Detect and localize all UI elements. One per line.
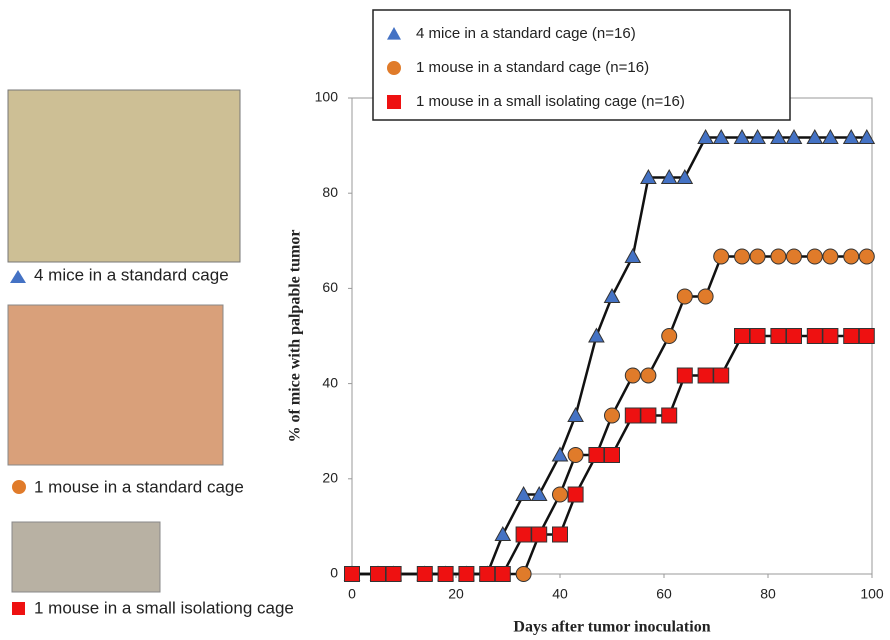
data-point [589, 448, 604, 463]
legend-label: 1 mouse in a standard cage (n=16) [416, 59, 649, 76]
data-point [844, 329, 859, 344]
data-point [480, 567, 495, 582]
data-point [459, 567, 474, 582]
x-tick-label: 80 [760, 586, 776, 602]
legend-marker [387, 95, 401, 109]
data-point [771, 249, 786, 264]
data-point [589, 329, 604, 343]
x-tick-label: 0 [348, 586, 356, 602]
x-tick-label: 20 [448, 586, 464, 602]
data-point [568, 487, 583, 502]
data-point [735, 329, 750, 344]
data-point [532, 527, 547, 542]
data-point [735, 249, 750, 264]
data-point [662, 329, 677, 344]
data-point [371, 567, 386, 582]
data-point [750, 329, 765, 344]
data-point [807, 329, 822, 344]
y-tick-label: 0 [330, 565, 338, 581]
data-point [625, 408, 640, 423]
y-tick-label: 80 [322, 184, 338, 200]
data-point [641, 408, 656, 423]
legend-label: 4 mice in a standard cage (n=16) [416, 25, 636, 42]
data-point [771, 329, 786, 344]
data-point [605, 448, 620, 463]
data-point [787, 329, 802, 344]
data-point [495, 527, 510, 541]
data-point [807, 249, 822, 264]
data-point [625, 249, 640, 263]
figure: 4 mice in a standard cage 1 mouse in a s… [0, 0, 890, 640]
caption-marker [12, 602, 25, 615]
photo [8, 305, 223, 465]
data-point [641, 368, 656, 383]
caption-marker [12, 480, 26, 494]
data-point [568, 408, 583, 422]
data-point [516, 527, 531, 542]
data-point [714, 249, 729, 264]
data-point [345, 567, 360, 582]
data-point [698, 289, 713, 304]
data-point [495, 567, 510, 582]
photo [12, 522, 160, 592]
photo-caption: 4 mice in a standard cage [34, 265, 229, 284]
data-point [625, 368, 640, 383]
y-tick-label: 20 [322, 470, 338, 486]
series-line [352, 138, 867, 574]
x-tick-label: 100 [860, 586, 884, 602]
legend-marker [387, 61, 401, 75]
x-tick-label: 60 [656, 586, 672, 602]
caption-marker [10, 270, 26, 283]
data-point [750, 249, 765, 264]
data-point [605, 408, 620, 423]
data-point [662, 408, 677, 423]
data-point [677, 289, 692, 304]
x-axis-title: Days after tumor inoculation [513, 619, 710, 636]
photo [8, 90, 240, 262]
data-point [417, 567, 432, 582]
data-point [859, 249, 874, 264]
data-point [677, 368, 692, 383]
data-point [568, 448, 583, 463]
legend-label: 1 mouse in a small isolating cage (n=16) [416, 93, 685, 110]
data-point [553, 448, 568, 462]
y-tick-label: 100 [315, 89, 339, 105]
data-point [859, 329, 874, 344]
photo-caption: 1 mouse in a small isolationg cage [34, 598, 294, 617]
data-point [823, 329, 838, 344]
data-point [844, 249, 859, 264]
x-tick-label: 40 [552, 586, 568, 602]
data-point [714, 368, 729, 383]
data-point [787, 249, 802, 264]
y-tick-label: 60 [322, 279, 338, 295]
data-point [553, 527, 568, 542]
data-point [553, 487, 568, 502]
data-point [698, 368, 713, 383]
photo-caption: 1 mouse in a standard cage [34, 477, 244, 496]
y-tick-label: 40 [322, 374, 338, 390]
data-point [605, 289, 620, 303]
data-point [438, 567, 453, 582]
data-point [386, 567, 401, 582]
y-axis-title: % of mice with palpable tumor [287, 230, 304, 443]
data-point [823, 249, 838, 264]
data-point [516, 567, 531, 582]
